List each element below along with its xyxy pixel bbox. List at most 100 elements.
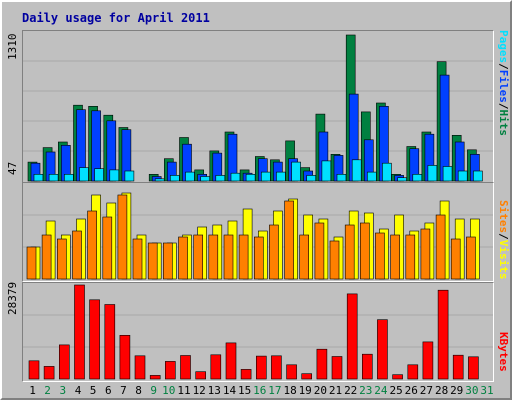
day-label: 15 bbox=[237, 384, 252, 397]
kbytes-bar bbox=[58, 344, 70, 380]
kbytes-bar bbox=[316, 348, 328, 380]
day-label: 19 bbox=[298, 384, 312, 397]
kbytes-bar bbox=[225, 342, 237, 380]
sites-bar bbox=[284, 200, 294, 280]
day-label: 22 bbox=[344, 384, 358, 397]
pages-bar bbox=[33, 174, 44, 182]
kbytes-bar bbox=[104, 304, 116, 380]
sites-bar bbox=[390, 234, 400, 280]
day-label: 30 bbox=[465, 384, 479, 397]
day-label: 16 bbox=[253, 384, 267, 397]
kbytes-bar bbox=[377, 319, 388, 380]
pages-bar bbox=[79, 167, 89, 182]
hits-legend: Pages/Files/Hits bbox=[496, 30, 510, 182]
sites-bar bbox=[435, 214, 446, 280]
day-label: 5 bbox=[89, 384, 97, 397]
sites-bar bbox=[26, 246, 37, 280]
sites-bar bbox=[359, 222, 370, 280]
day-label: 13 bbox=[207, 384, 221, 397]
pages-bar bbox=[427, 165, 438, 182]
sites-bar bbox=[269, 224, 279, 280]
day-label: 9 bbox=[150, 384, 157, 397]
files-bar bbox=[439, 74, 450, 182]
kbytes-bar bbox=[437, 289, 449, 380]
kbytes-bar bbox=[392, 374, 403, 380]
sites-bar bbox=[466, 236, 476, 280]
legend-hits: Hits bbox=[497, 109, 510, 137]
day-label: 4 bbox=[74, 384, 82, 397]
sites-bar bbox=[299, 234, 310, 280]
kbytes-bar bbox=[422, 341, 434, 380]
kbytes-bar bbox=[165, 361, 176, 380]
pages-bar bbox=[442, 166, 453, 182]
sites-bar bbox=[344, 224, 355, 280]
pages-bar bbox=[366, 171, 377, 182]
pages-bar bbox=[124, 170, 135, 182]
day-label: 31 bbox=[480, 384, 494, 397]
day-label: 11 bbox=[177, 384, 191, 397]
legend-sites: Sites bbox=[497, 200, 510, 234]
kbytes-legend: KBytes bbox=[496, 332, 510, 380]
sites-bar bbox=[223, 234, 234, 280]
day-axis-labels: 1 2 3 4 5 6 7 8 9 10 11 12 13 14 15 16 17 18 19 20 21 22 23 24 2… bbox=[22, 384, 494, 398]
kbytes-bar bbox=[286, 364, 297, 380]
kbytes-bar bbox=[89, 299, 100, 380]
sites-bar bbox=[147, 242, 158, 280]
kbytes-bar bbox=[361, 353, 373, 380]
legend-separator: / bbox=[497, 63, 510, 70]
day-label: 7 bbox=[120, 384, 127, 397]
chart-title: Daily usage for April 2011 bbox=[22, 11, 210, 25]
kbytes-panel bbox=[22, 282, 494, 382]
pages-bar bbox=[473, 170, 483, 182]
legend-separator: / bbox=[497, 102, 510, 110]
kbytes-ymax-label: 28379 bbox=[6, 282, 19, 316]
hits-ymax-label: 1310 bbox=[6, 34, 19, 61]
day-label: 21 bbox=[328, 384, 343, 397]
pages-bar bbox=[245, 174, 256, 182]
day-label: 23 bbox=[359, 384, 373, 397]
kbytes-bar bbox=[346, 293, 358, 380]
legend-kbytes: KBytes bbox=[497, 332, 510, 372]
kbytes-bar bbox=[271, 355, 282, 380]
day-label: 28 bbox=[434, 384, 449, 397]
sites-bar bbox=[56, 238, 67, 280]
day-label: 20 bbox=[313, 384, 328, 397]
visits-ymax-label: 47 bbox=[6, 162, 19, 176]
legend-visits: Visits bbox=[497, 239, 510, 280]
visits-sites-chart bbox=[23, 192, 493, 280]
sites-bar bbox=[420, 228, 431, 280]
sites-bar bbox=[375, 232, 385, 280]
sites-bar bbox=[87, 210, 97, 280]
kbytes-bar bbox=[240, 369, 252, 380]
sites-bar bbox=[238, 234, 249, 280]
day-label: 26 bbox=[404, 384, 418, 397]
pages-bar bbox=[215, 175, 226, 182]
visits-legend: Sites/Visits bbox=[496, 200, 510, 280]
sites-bar bbox=[193, 234, 203, 280]
pages-bar bbox=[351, 159, 362, 182]
sites-bar bbox=[163, 242, 173, 280]
sites-bar bbox=[329, 240, 340, 280]
kbytes-bar bbox=[119, 334, 131, 380]
sites-bar bbox=[102, 216, 113, 280]
sites-bar bbox=[72, 230, 82, 280]
pages-bar bbox=[230, 172, 241, 182]
kbytes-bar bbox=[149, 375, 161, 380]
pages-bar bbox=[276, 171, 286, 182]
day-label: 8 bbox=[135, 384, 142, 397]
kbytes-bar bbox=[407, 364, 419, 380]
pages-bar bbox=[261, 171, 271, 182]
pages-bar bbox=[321, 160, 332, 182]
kbytes-bar bbox=[134, 355, 146, 380]
day-label: 24 bbox=[374, 384, 388, 397]
visits-sites-panel bbox=[22, 182, 494, 282]
kbytes-bar bbox=[256, 355, 267, 380]
legend-files: Files bbox=[497, 69, 510, 103]
day-label: 10 bbox=[162, 384, 176, 397]
kbytes-bar bbox=[452, 354, 464, 380]
kbytes-chart bbox=[23, 284, 493, 380]
kbytes-bar bbox=[301, 373, 313, 380]
kbytes-bar bbox=[331, 356, 343, 380]
kbytes-bar bbox=[43, 366, 55, 380]
